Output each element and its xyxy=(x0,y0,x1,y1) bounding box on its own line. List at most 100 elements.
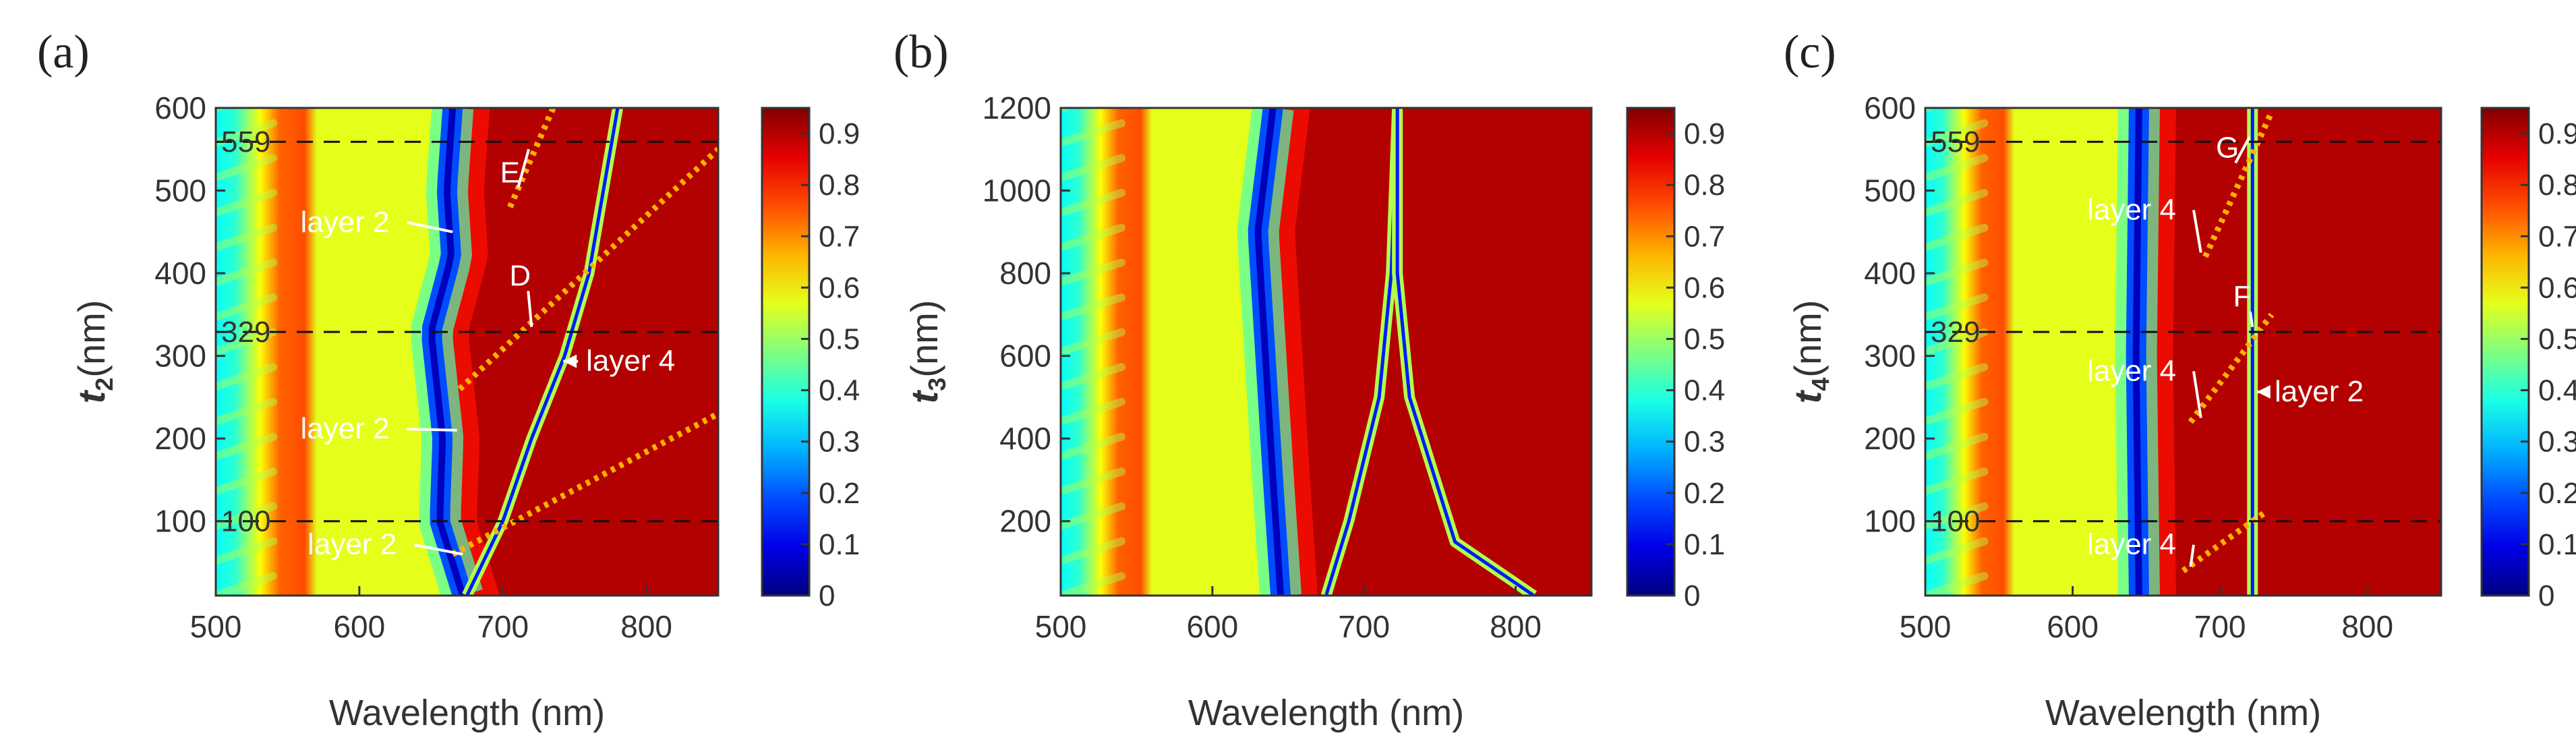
dip-band-core xyxy=(428,108,466,596)
layer4-line xyxy=(2188,312,2275,424)
y-tick-label: 600 xyxy=(154,90,206,125)
stripe xyxy=(1061,363,1125,391)
y-axis-symbol: t xyxy=(70,389,113,403)
y-axis-subscript: 3 xyxy=(923,378,951,391)
colorbar-tick-label: 0.3 xyxy=(1684,426,1725,459)
plot-frame xyxy=(1924,107,2442,597)
colorbar xyxy=(1626,107,1676,597)
spectral-region xyxy=(216,108,463,596)
dip-band-core xyxy=(2132,108,2142,596)
stripe xyxy=(1925,293,1989,321)
x-axis-label: Wavelength (nm) xyxy=(2045,693,2321,733)
panel-letter: (c) xyxy=(1784,26,1836,78)
stripe xyxy=(1925,108,1939,112)
y-tick-label: 400 xyxy=(999,421,1051,456)
stripe xyxy=(1061,108,1074,112)
stripe xyxy=(216,537,278,565)
colorbar-tick-label: 0.2 xyxy=(819,477,860,510)
guide-label: 559 xyxy=(1931,125,1980,159)
stripe xyxy=(1925,502,1989,530)
colorbar-tick-label: 0.1 xyxy=(819,528,860,561)
colorbar-tick-label: 0.7 xyxy=(2538,220,2576,253)
annotation-label: E xyxy=(500,156,520,189)
annotation-arrow xyxy=(517,148,530,188)
colorbar-tick-label: 0.8 xyxy=(819,169,860,202)
x-tick-label: 800 xyxy=(2341,609,2393,644)
annotation-arrow xyxy=(2192,371,2202,418)
colorbar-tick-label: 0.8 xyxy=(2538,169,2576,202)
y-axis-label: t4(nm) xyxy=(1786,300,1834,404)
y-tick-label: 800 xyxy=(999,256,1051,291)
y-axis-symbol: t xyxy=(1786,389,1829,403)
colorbar-tick-label: 0.3 xyxy=(819,426,860,459)
annotation-arrow xyxy=(2192,210,2202,253)
colorbar-tick-label: 0.5 xyxy=(819,322,860,355)
stripe xyxy=(1061,119,1125,147)
y-tick-label: 600 xyxy=(1864,90,1916,125)
colorbar-tick-label: 0.9 xyxy=(1684,117,1725,150)
y-axis-subscript: 2 xyxy=(90,378,118,391)
stripe xyxy=(1925,53,1984,73)
stripe xyxy=(1925,328,1989,356)
annotation-label: layer 4 xyxy=(2087,193,2176,226)
colorbar-tick-label: 0.5 xyxy=(2538,322,2576,355)
annotation-arrow xyxy=(407,428,457,432)
stripe xyxy=(1061,397,1125,426)
stripe xyxy=(216,223,278,252)
stripe xyxy=(1061,467,1125,496)
y-tick-label: 600 xyxy=(999,339,1051,374)
x-tick-label: 500 xyxy=(1900,609,1952,644)
y-axis-unit: (nm) xyxy=(70,300,113,378)
annotation-arrow xyxy=(2234,136,2251,164)
stripe xyxy=(216,53,273,73)
stripe xyxy=(1925,572,1989,596)
stripe xyxy=(1061,258,1125,287)
colorbar-tick-label: 0.1 xyxy=(1684,528,1725,561)
stripe xyxy=(1061,328,1125,356)
annotation-label: layer 2 xyxy=(2275,375,2364,408)
stripe xyxy=(216,154,278,182)
x-tick-label: 800 xyxy=(620,609,672,644)
stripe xyxy=(216,572,278,596)
stripe xyxy=(1925,537,1989,565)
x-tick-label: 600 xyxy=(333,609,385,644)
annotation-label: layer 2 xyxy=(308,528,397,561)
y-tick-label: 300 xyxy=(1864,339,1916,374)
y-tick-label: 1000 xyxy=(983,173,1051,208)
colorbar-tick-label: 0.5 xyxy=(1684,322,1725,355)
y-tick-label: 500 xyxy=(1864,173,1916,208)
stripe xyxy=(1061,502,1125,530)
guide-label: 329 xyxy=(221,316,270,349)
stripe xyxy=(1925,154,1989,182)
x-tick-label: 500 xyxy=(1035,609,1087,644)
guide-label: 100 xyxy=(221,505,270,538)
x-tick-label: 700 xyxy=(2194,609,2246,644)
colorbar-tick-label: 0.9 xyxy=(819,117,860,150)
annotation-label: F xyxy=(2233,280,2251,313)
colorbar-tick-label: 0.4 xyxy=(2538,374,2576,407)
colorbar-tick-label: 0.2 xyxy=(1684,477,1725,510)
y-axis-label: t3(nm) xyxy=(903,300,951,404)
y-axis-subscript: 4 xyxy=(1807,378,1834,391)
stripe xyxy=(1061,293,1125,321)
colorbar-tick-label: 0 xyxy=(1684,579,1700,612)
stripe xyxy=(216,502,278,530)
annotation-arrowhead xyxy=(563,354,577,368)
stripe xyxy=(1925,189,1989,217)
layer4-line xyxy=(451,411,718,557)
colorbar-tick-label: 0.7 xyxy=(1684,220,1725,253)
y-tick-label: 100 xyxy=(1864,504,1916,539)
y-axis-symbol: t xyxy=(903,389,945,403)
annotation-label: layer 2 xyxy=(301,206,390,239)
colorbar-tick-label: 0.7 xyxy=(819,220,860,253)
annotation-arrow xyxy=(527,291,533,327)
annotation-arrow xyxy=(413,543,463,556)
stripe xyxy=(216,432,278,461)
x-tick-label: 700 xyxy=(477,609,529,644)
layer4-line xyxy=(457,146,718,391)
colorbar-tick-label: 0.8 xyxy=(1684,169,1725,202)
x-tick-label: 600 xyxy=(2047,609,2099,644)
stripe xyxy=(216,119,278,147)
spectral-region xyxy=(1925,108,2143,596)
